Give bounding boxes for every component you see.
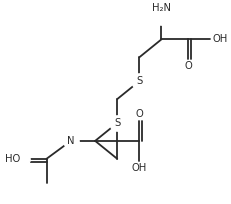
Text: N: N — [67, 136, 75, 146]
Text: HO: HO — [5, 154, 20, 164]
Text: H₂N: H₂N — [152, 3, 171, 13]
Text: S: S — [114, 118, 120, 128]
Text: S: S — [136, 76, 143, 86]
Text: O: O — [135, 109, 143, 119]
Text: O: O — [184, 61, 192, 71]
Text: OH: OH — [132, 163, 147, 173]
Text: OH: OH — [212, 34, 228, 44]
